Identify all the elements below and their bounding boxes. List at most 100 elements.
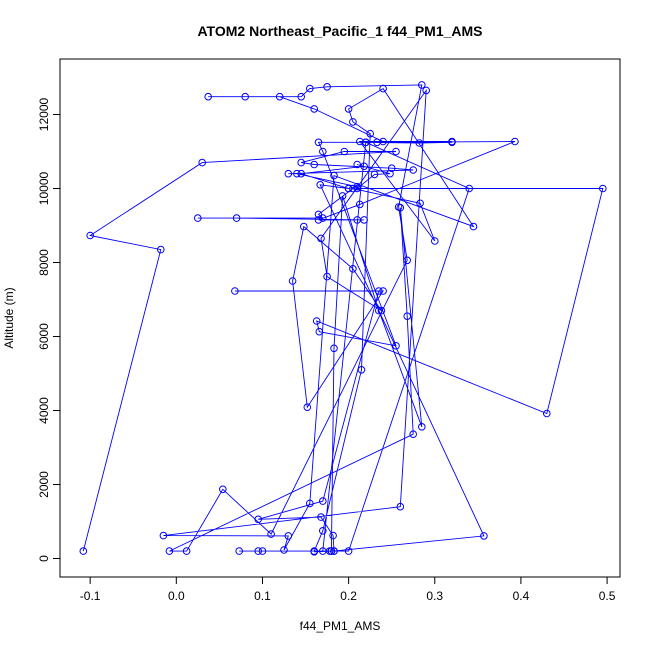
data-point [344, 547, 353, 555]
y-tick-label: 2000 [37, 471, 51, 498]
series-layer [79, 81, 607, 556]
data-point [392, 147, 400, 156]
data-point [330, 547, 338, 555]
data-point [314, 138, 323, 147]
x-axis: -0.1 0.0 0.1 0.2 0.3 0.4 0.5 [80, 577, 616, 603]
data-point [396, 502, 405, 511]
data-point [392, 342, 400, 350]
data-point [344, 105, 353, 113]
data-point [254, 547, 263, 555]
data-point [275, 92, 284, 101]
data-point [349, 184, 357, 193]
x-tick-label: 0.3 [426, 589, 443, 603]
data-point [319, 214, 327, 222]
data-point [366, 129, 375, 138]
x-axis-label: f44_PM1_AMS [300, 619, 381, 633]
data-point [330, 171, 338, 180]
data-point [284, 532, 293, 540]
y-tick-label: 8000 [37, 249, 51, 276]
data-point [194, 214, 202, 222]
data-point [338, 192, 347, 200]
data-point [231, 287, 239, 295]
data-point [340, 147, 349, 156]
data-point [416, 199, 424, 208]
data-point [431, 237, 439, 245]
data-point [403, 312, 412, 321]
data-point [356, 200, 364, 209]
chart-title: ATOM2 Northeast_Pacific_1 f44_PM1_AMS [197, 23, 482, 39]
data-point [375, 306, 383, 315]
data-point [370, 170, 379, 179]
data-point [316, 181, 325, 189]
x-tick-label: 0.4 [513, 589, 530, 603]
data-point [79, 547, 88, 555]
data-point [396, 203, 405, 212]
y-tick-label: 4000 [37, 397, 51, 424]
data-point [386, 169, 394, 178]
data-point [379, 84, 387, 93]
data-point [319, 527, 327, 535]
data-point [310, 160, 319, 169]
x-tick-label: -0.1 [80, 589, 101, 603]
x-tick-label: 0.0 [168, 589, 185, 603]
y-tick-label: 10000 [37, 171, 51, 205]
data-point [329, 531, 337, 540]
data-point [377, 306, 386, 315]
data-point [267, 530, 275, 538]
data-point [469, 222, 478, 231]
data-point [356, 137, 364, 146]
data-point [409, 430, 418, 439]
data-point [319, 147, 327, 156]
data-point [403, 256, 412, 265]
data-point [409, 166, 418, 174]
data-point [448, 137, 456, 146]
data-point [375, 287, 383, 295]
y-axis-label: Altitude (m) [2, 287, 16, 348]
y-tick-label: 6000 [37, 323, 51, 350]
series-line [82, 84, 604, 553]
data-point [235, 547, 243, 555]
data-point [157, 245, 165, 254]
plot-frame [59, 58, 621, 578]
data-point [362, 138, 370, 147]
data-point [297, 92, 306, 101]
data-point [288, 277, 297, 285]
data-point [232, 214, 241, 222]
data-point [314, 210, 323, 219]
data-point [280, 546, 288, 554]
data-point [198, 158, 206, 167]
data-point [315, 327, 324, 336]
data-point [303, 403, 312, 412]
data-point [258, 547, 267, 555]
data-point [310, 105, 319, 113]
data-point [379, 137, 387, 146]
data-point [387, 164, 396, 172]
data-point [165, 547, 174, 555]
data-point [349, 118, 357, 126]
data-point [241, 92, 249, 101]
data-point [353, 160, 362, 169]
data-point [323, 83, 331, 91]
data-point [317, 234, 325, 243]
x-tick-label: 0.5 [599, 589, 616, 603]
data-point [418, 81, 426, 89]
data-point [379, 287, 387, 295]
data-point [325, 547, 334, 555]
data-point [182, 547, 191, 555]
data-point [357, 366, 366, 374]
data-point [543, 409, 551, 418]
data-point [86, 231, 94, 240]
data-point [219, 485, 227, 494]
x-tick-label: 0.1 [254, 589, 271, 603]
data-point [323, 272, 331, 281]
y-tick-label: 12000 [37, 97, 51, 131]
data-point [159, 531, 168, 540]
data-point [418, 423, 426, 431]
data-point [480, 532, 488, 540]
data-point [415, 139, 424, 147]
data-point [422, 86, 431, 95]
data-point [312, 317, 321, 325]
data-point [306, 84, 314, 93]
data-point [254, 515, 263, 524]
